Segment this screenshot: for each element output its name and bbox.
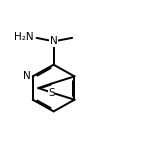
Text: N: N (50, 36, 57, 46)
Text: S: S (48, 88, 55, 97)
Text: H₂N: H₂N (14, 32, 33, 42)
Text: N: N (23, 71, 30, 81)
